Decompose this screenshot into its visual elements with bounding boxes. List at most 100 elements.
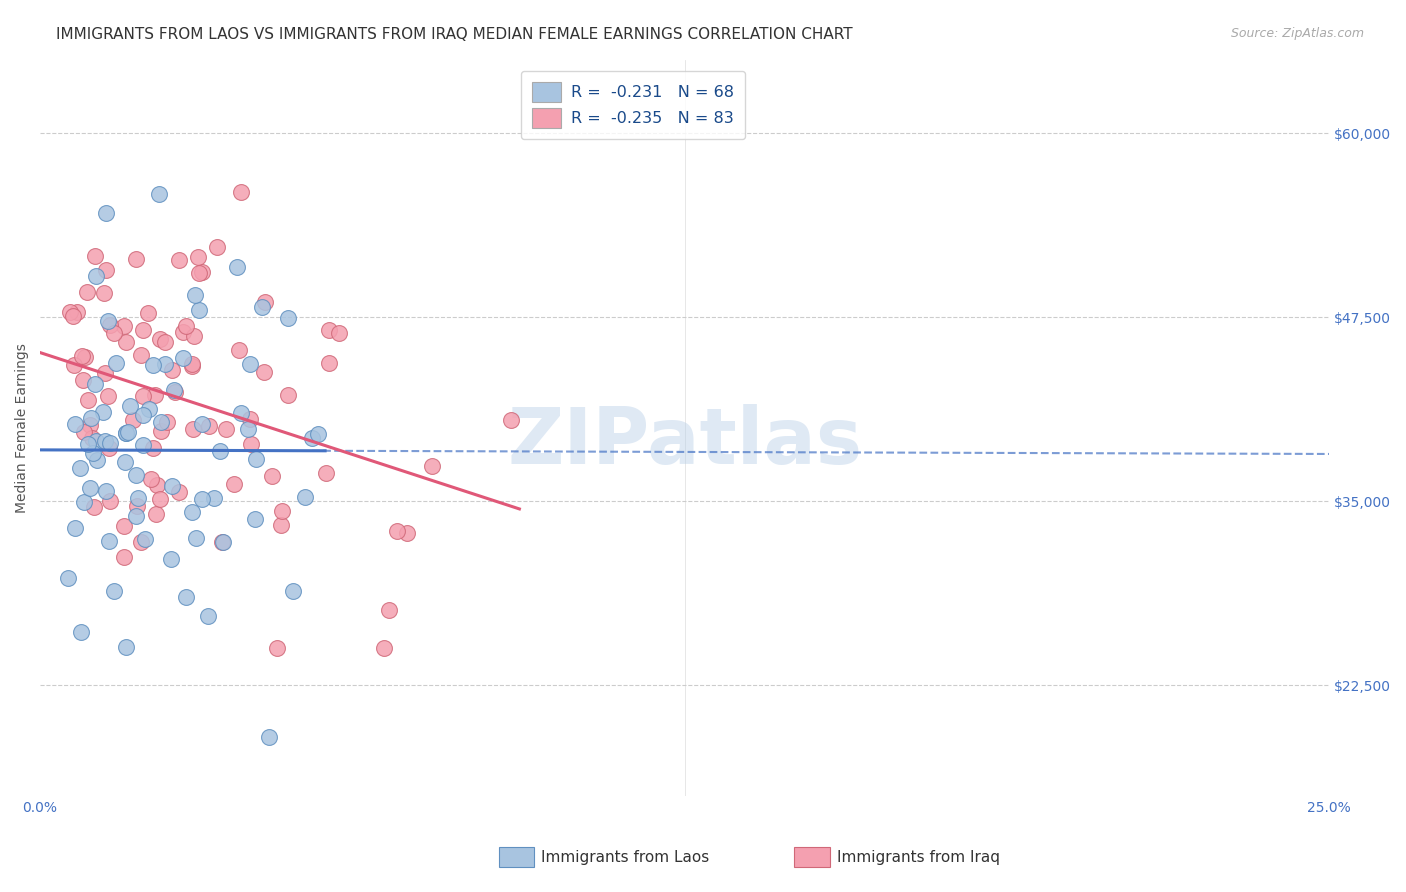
Point: [132, 438, 155, 452]
Point: [149, 332, 172, 346]
Point: [259, 730, 281, 744]
Point: [240, 437, 263, 451]
Point: [94, 366, 117, 380]
Point: [93, 434, 115, 449]
Point: [229, 406, 252, 420]
Y-axis label: Median Female Earnings: Median Female Earnings: [15, 343, 30, 513]
Point: [79, 417, 101, 432]
Point: [181, 357, 204, 371]
Point: [84, 434, 107, 448]
Point: [228, 343, 250, 357]
Point: [142, 359, 165, 373]
Point: [180, 505, 202, 519]
Point: [114, 425, 136, 440]
Point: [76, 285, 98, 299]
Point: [160, 363, 183, 377]
Point: [266, 641, 288, 656]
Point: [153, 357, 176, 371]
Point: [254, 294, 277, 309]
Point: [93, 404, 115, 418]
Point: [243, 512, 266, 526]
Point: [129, 348, 152, 362]
Point: [281, 584, 304, 599]
Point: [69, 461, 91, 475]
Point: [420, 458, 443, 473]
Point: [277, 388, 299, 402]
Point: [148, 187, 170, 202]
Point: [118, 399, 141, 413]
Point: [191, 417, 214, 432]
Point: [136, 306, 159, 320]
Point: [156, 415, 179, 429]
Text: Immigrants from Iraq: Immigrants from Iraq: [837, 850, 1000, 864]
Point: [56, 571, 79, 585]
Point: [79, 481, 101, 495]
Point: [84, 377, 107, 392]
Point: [117, 425, 139, 440]
Point: [114, 550, 136, 565]
Point: [184, 287, 207, 301]
Point: [115, 640, 138, 655]
Point: [226, 260, 249, 274]
Bar: [794, 847, 830, 867]
Point: [191, 491, 214, 506]
Point: [73, 350, 96, 364]
Point: [115, 426, 138, 441]
Point: [222, 477, 245, 491]
Legend: R =  -0.231   N = 68, R =  -0.235   N = 83: R = -0.231 N = 68, R = -0.235 N = 83: [522, 71, 745, 139]
Point: [250, 300, 273, 314]
Point: [98, 436, 121, 450]
Point: [172, 326, 194, 340]
Point: [318, 323, 340, 337]
Point: [301, 430, 323, 444]
Point: [163, 384, 186, 399]
Point: [187, 250, 209, 264]
Point: [73, 425, 96, 440]
Point: [202, 491, 225, 505]
Point: [142, 441, 165, 455]
Point: [174, 319, 197, 334]
Point: [191, 265, 214, 279]
Point: [65, 305, 87, 319]
Point: [138, 402, 160, 417]
Text: ZIPatlas: ZIPatlas: [508, 404, 862, 481]
Point: [141, 473, 163, 487]
Point: [80, 431, 103, 445]
Point: [187, 303, 209, 318]
Point: [197, 609, 219, 624]
Point: [245, 451, 267, 466]
Point: [73, 494, 96, 508]
Point: [69, 625, 91, 640]
Point: [236, 422, 259, 436]
Point: [270, 504, 292, 518]
Text: Immigrants from Laos: Immigrants from Laos: [541, 850, 710, 864]
Point: [97, 534, 120, 549]
Point: [396, 526, 419, 541]
Point: [270, 517, 292, 532]
Point: [186, 531, 208, 545]
Point: [63, 417, 86, 431]
Point: [132, 323, 155, 337]
Point: [103, 584, 125, 599]
Point: [125, 467, 148, 482]
Point: [188, 266, 211, 280]
Point: [260, 468, 283, 483]
Point: [174, 590, 197, 604]
Point: [499, 413, 522, 427]
Point: [318, 356, 340, 370]
Point: [96, 483, 118, 498]
Point: [181, 359, 204, 373]
Point: [70, 349, 93, 363]
Point: [97, 389, 120, 403]
Point: [145, 507, 167, 521]
Point: [149, 492, 172, 507]
Point: [125, 509, 148, 524]
Point: [82, 446, 104, 460]
Point: [160, 478, 183, 492]
Point: [211, 535, 233, 549]
Point: [98, 494, 121, 508]
Point: [104, 356, 127, 370]
Point: [129, 534, 152, 549]
Point: [58, 305, 80, 319]
Text: Source: ZipAtlas.com: Source: ZipAtlas.com: [1230, 27, 1364, 40]
